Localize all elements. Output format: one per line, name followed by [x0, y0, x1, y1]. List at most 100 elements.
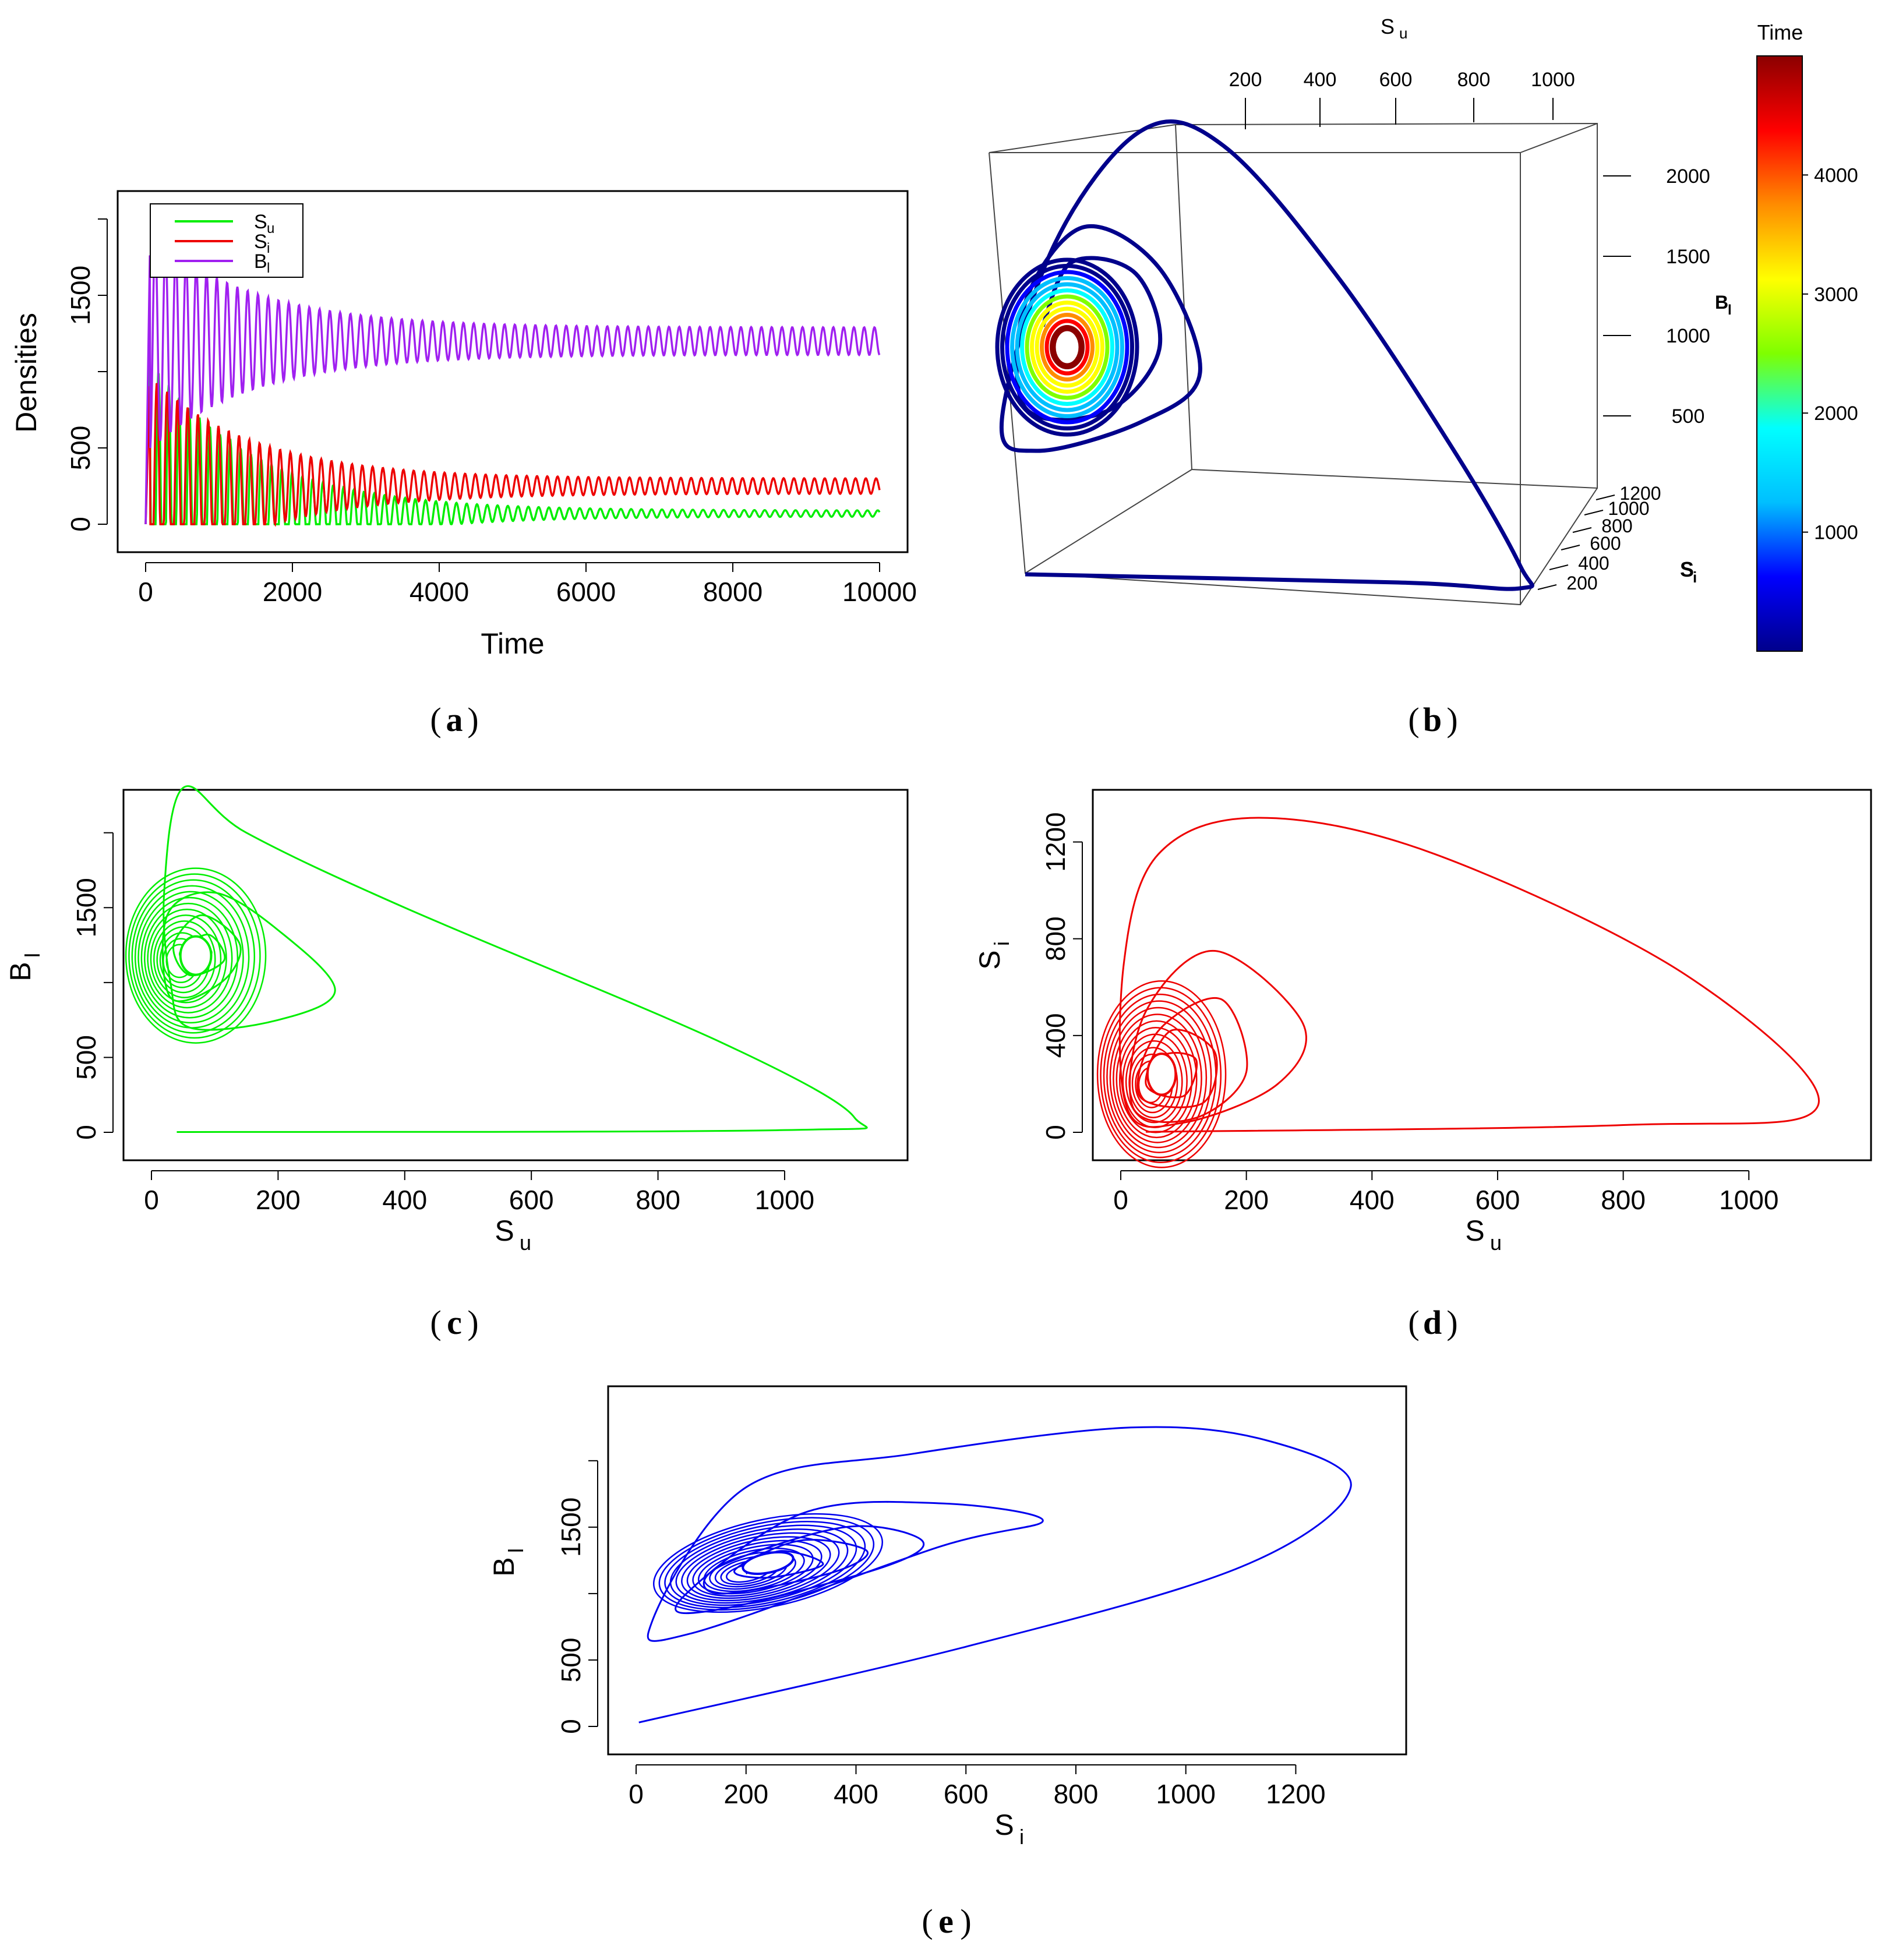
z-tick-label: 1000 [1666, 325, 1710, 347]
colorbar-tick-label: 4000 [1814, 164, 1858, 186]
panel-e-plot-frame [607, 1385, 1407, 1756]
x-tick-label: 400 [1304, 69, 1337, 91]
spiral-ring [1015, 282, 1120, 412]
x-tick-label: 600 [1379, 69, 1413, 91]
panel-b-colorbar-ticks: 4000 3000 2000 1000 [1802, 164, 1858, 544]
spiral-ring [692, 1539, 823, 1597]
y-tick [1561, 545, 1580, 550]
spiral-ring [686, 1536, 831, 1599]
spiral-ring [143, 902, 233, 1013]
panel-d-x-axis-label: S [1465, 1214, 1484, 1247]
spiral-ring [658, 1517, 875, 1611]
panel-e-caption: e [938, 1902, 954, 1940]
x-tick-label: 6000 [556, 577, 616, 607]
panel-b-colorbar: Time 4000 3000 2000 1000 [1756, 20, 1858, 652]
y-tick-label: 1500 [71, 878, 101, 937]
spiral-ring [664, 1521, 866, 1609]
x-tick-label: 400 [834, 1779, 878, 1809]
x-tick-label: 0 [144, 1185, 159, 1215]
panel-b-z-axis-label-sub: l [1728, 302, 1732, 318]
panel-d-phase-plot: 0 200 400 600 800 1000 0 400 800 1200 S u S i ( d… [973, 789, 1872, 1341]
legend-label-sub: i [267, 241, 270, 256]
spiral-ring [1103, 993, 1217, 1159]
panel-b-caption-close-paren: ) [1446, 701, 1457, 739]
panel-a-plot-frame [117, 190, 909, 553]
z-tick-label: 1500 [1666, 246, 1710, 268]
spiral-ring [134, 885, 250, 1029]
y-tick-label: 200 [1566, 573, 1597, 594]
y-tick-label: 0 [71, 1125, 101, 1140]
spiral-ring [1128, 1047, 1178, 1118]
limit-cycle-center [742, 1551, 795, 1576]
panel-c-caption-close-paren: ) [467, 1304, 478, 1341]
y-tick-label: 1000 [1608, 498, 1649, 519]
panel-d-caption: d [1423, 1304, 1442, 1341]
panel-b-x-axis-label-sub: u [1399, 24, 1407, 42]
spiral-ring [125, 867, 267, 1044]
panel-e-caption-open-paren: ( [922, 1902, 933, 1940]
panel-a-caption-open-paren: ( [430, 701, 441, 739]
panel-d-y-axis-label: S [973, 950, 1006, 969]
y-tick [1549, 564, 1569, 570]
series-line [144, 236, 881, 525]
panel-c-phase-plot: 0 200 400 600 800 1000 0 500 1500 S u B l ( c ) [4, 785, 909, 1341]
z-tick-label: 500 [1672, 405, 1705, 428]
x-tick-label: 0 [629, 1779, 644, 1809]
spiral-ring [1044, 319, 1090, 376]
panel-d-caption-close-paren: ) [1446, 1304, 1457, 1341]
legend-label-sub: u [267, 221, 274, 236]
spiral-ring [1116, 1020, 1198, 1139]
legend-label-sub: l [267, 260, 270, 276]
panel-b-box-edge-4 [1025, 469, 1192, 574]
spiral-ring [1113, 1013, 1202, 1143]
x-tick-label: 200 [256, 1185, 301, 1215]
x-tick-label: 600 [509, 1185, 554, 1215]
x-tick-label: 0 [138, 577, 153, 607]
x-tick-label: 600 [944, 1779, 989, 1809]
y-tick-label: 400 [1578, 553, 1609, 574]
x-tick-label: 0 [1113, 1185, 1128, 1215]
z-tick-label: 2000 [1666, 165, 1710, 188]
x-tick-label: 1200 [1266, 1779, 1325, 1809]
y-tick-label: 800 [1040, 916, 1071, 961]
panel-d-x-axis-label-sub: u [1490, 1231, 1502, 1255]
x-tick-label: 800 [1457, 69, 1491, 91]
panel-a-x-axis-label: Time [481, 627, 544, 660]
panel-c-trajectory [125, 785, 868, 1133]
x-tick-label: 600 [1476, 1185, 1520, 1215]
y-tick-label: 1200 [1619, 483, 1661, 504]
spiral-ring [1125, 1040, 1183, 1124]
panel-b-z-axis-label: B [1715, 292, 1728, 313]
panel-a-axes: 0 2000 4000 6000 8000 10000 0 500 1500 [65, 218, 917, 607]
spiral-ring [709, 1551, 796, 1590]
legend-label: S [254, 211, 267, 233]
spiral-ring [681, 1532, 840, 1602]
spiral-ring [1030, 301, 1104, 394]
colorbar-tick-label: 1000 [1814, 522, 1858, 544]
x-tick-label: 800 [1054, 1779, 1099, 1809]
panel-e-axes: 0 200 400 600 800 1000 1200 0 500 1500 [556, 1460, 1326, 1809]
y-tick-label: 0 [1040, 1125, 1071, 1140]
spiral-ring [153, 920, 216, 998]
spiral-ring [1010, 276, 1124, 418]
panel-b-colorbar-bar [1756, 55, 1803, 652]
panel-b-box-back [1175, 122, 1598, 489]
spiral-ring [1096, 980, 1227, 1168]
panel-b-caption: b [1423, 701, 1442, 739]
panel-e-x-axis-label-sub: i [1019, 1825, 1024, 1849]
panel-b-colorbar-title: Time [1757, 20, 1803, 44]
x-tick-label: 4000 [410, 577, 469, 607]
panel-d-trajectory [1096, 817, 1820, 1168]
legend-label: B [254, 250, 267, 273]
y-tick [1584, 510, 1604, 515]
trajectory-line [1118, 817, 1820, 1133]
y-tick-label: 500 [65, 426, 96, 471]
y-tick [1572, 527, 1592, 533]
spiral-ring [1050, 325, 1085, 369]
colorbar-tick-label: 3000 [1814, 284, 1858, 306]
panel-c-plot-frame [122, 789, 909, 1161]
panel-a-caption-close-paren: ) [467, 701, 478, 739]
